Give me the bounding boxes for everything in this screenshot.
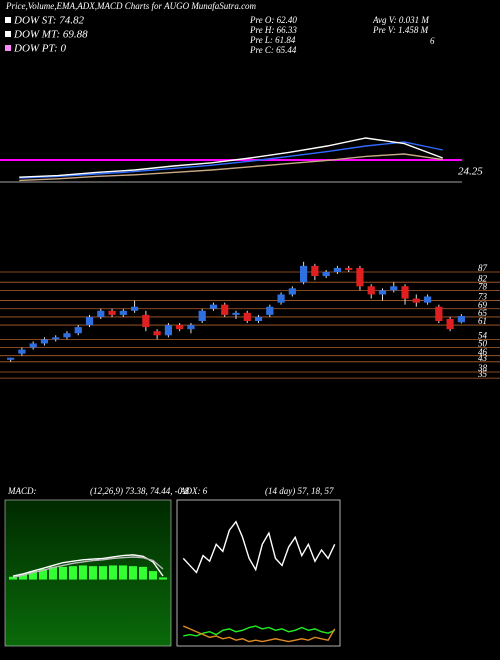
adx-label: ADX: 6	[179, 486, 208, 496]
candle-body	[423, 296, 432, 303]
candle-body	[401, 286, 409, 299]
candle-body	[254, 316, 263, 321]
histogram-bar	[49, 566, 57, 580]
legend-swatch	[5, 45, 11, 51]
candle-body	[345, 267, 353, 270]
y-tick-label: 87	[478, 263, 488, 273]
candle-body	[356, 267, 364, 287]
candle-body	[232, 312, 240, 315]
candle-body	[40, 339, 49, 344]
y-tick-label: 65	[478, 308, 488, 318]
series-line	[183, 625, 336, 643]
candle-body	[446, 318, 454, 330]
candle-body	[7, 357, 15, 360]
y-tick-label: 78	[478, 281, 488, 291]
candle-body	[187, 325, 195, 330]
candle-body	[311, 265, 319, 277]
y-tick-label: 43	[478, 353, 488, 363]
legend-swatch	[5, 17, 11, 23]
note: 6	[430, 36, 435, 46]
legend-entry: DOW ST: 74.82	[13, 15, 84, 27]
candle-body	[119, 310, 127, 315]
macd-params: (12,26,9) 73.38, 74.44, -0.8	[90, 486, 189, 496]
y-tick-label: 69	[478, 300, 488, 310]
histogram-bar	[119, 565, 127, 580]
candle-body	[367, 286, 375, 295]
histogram-bar	[79, 565, 87, 580]
adx-params: (14 day) 57, 18, 57	[265, 486, 334, 496]
series-line	[19, 153, 443, 182]
histogram-bar	[109, 565, 117, 580]
stat: Pre V: 1.458 M	[372, 25, 429, 35]
candle-body	[209, 304, 218, 309]
candle-body	[74, 327, 82, 334]
legend-entry: DOW MT: 69.88	[13, 29, 88, 41]
candle-body	[176, 325, 184, 330]
candle-body	[29, 343, 37, 348]
adx-panel	[176, 499, 341, 647]
stat: Pre H: 66.33	[249, 25, 297, 35]
series-line	[12, 554, 164, 577]
stat: Pre L: 61.84	[249, 35, 296, 45]
candle-body	[198, 310, 206, 321]
histogram-bar	[19, 573, 27, 580]
histogram-bar	[99, 566, 107, 580]
candle-body	[277, 294, 285, 303]
candle-body	[18, 349, 26, 354]
candle-body	[164, 325, 172, 336]
stat: Avg V: 0.031 M	[372, 15, 429, 25]
candle-body	[142, 314, 150, 328]
histogram-bar	[29, 571, 37, 580]
candle-body	[390, 286, 398, 291]
candle-body	[412, 298, 420, 303]
y-tick-label: 54	[478, 330, 488, 340]
y-tick-label: 46	[478, 347, 488, 357]
y-tick-label: 38	[477, 363, 488, 373]
histogram-bar	[139, 566, 147, 580]
series-line	[182, 520, 336, 574]
y-tick-label: 50	[478, 339, 488, 349]
histogram-bar	[159, 577, 167, 580]
histogram-bar	[9, 576, 17, 580]
series-line	[19, 137, 443, 178]
candle-body	[130, 306, 139, 311]
candle-body	[435, 306, 443, 321]
series-line	[183, 625, 335, 637]
histogram-bar	[149, 571, 157, 580]
candle-body	[322, 272, 330, 277]
histogram-bar	[129, 566, 137, 580]
candle-body	[52, 337, 60, 340]
candle-body	[153, 331, 161, 336]
histogram-bar	[39, 568, 47, 580]
y-tick-label: 61	[478, 316, 487, 326]
title: Price,Volume,EMA,ADX,MACD Charts for AUG…	[5, 1, 257, 11]
candle-body	[63, 333, 71, 338]
macd-label: MACD:	[7, 486, 37, 496]
candle-body	[221, 304, 229, 315]
histogram-bar	[59, 566, 67, 580]
candle-body	[288, 288, 296, 295]
candle-body	[457, 316, 465, 323]
candle-body	[243, 312, 251, 321]
legend-entry: DOW PT: 0	[13, 43, 66, 55]
candle-body	[266, 306, 274, 315]
y-tick-label: 73	[478, 292, 488, 302]
histogram-bar	[69, 566, 77, 580]
stat: Pre C: 65.44	[249, 45, 297, 55]
annotation: 24.25	[458, 166, 483, 178]
series-line	[19, 141, 443, 179]
candle-body	[333, 267, 342, 273]
candle-body	[97, 310, 105, 317]
series-line	[12, 556, 164, 579]
y-tick-label: 82	[478, 273, 488, 283]
histogram-bar	[89, 566, 97, 580]
legend-swatch	[5, 31, 11, 37]
y-tick-label: 35	[477, 369, 488, 379]
candle-body	[85, 316, 94, 326]
candle-body	[378, 290, 387, 295]
stat: Pre O: 62.40	[249, 15, 297, 25]
candle-body	[108, 310, 116, 315]
candle-body	[300, 265, 308, 283]
